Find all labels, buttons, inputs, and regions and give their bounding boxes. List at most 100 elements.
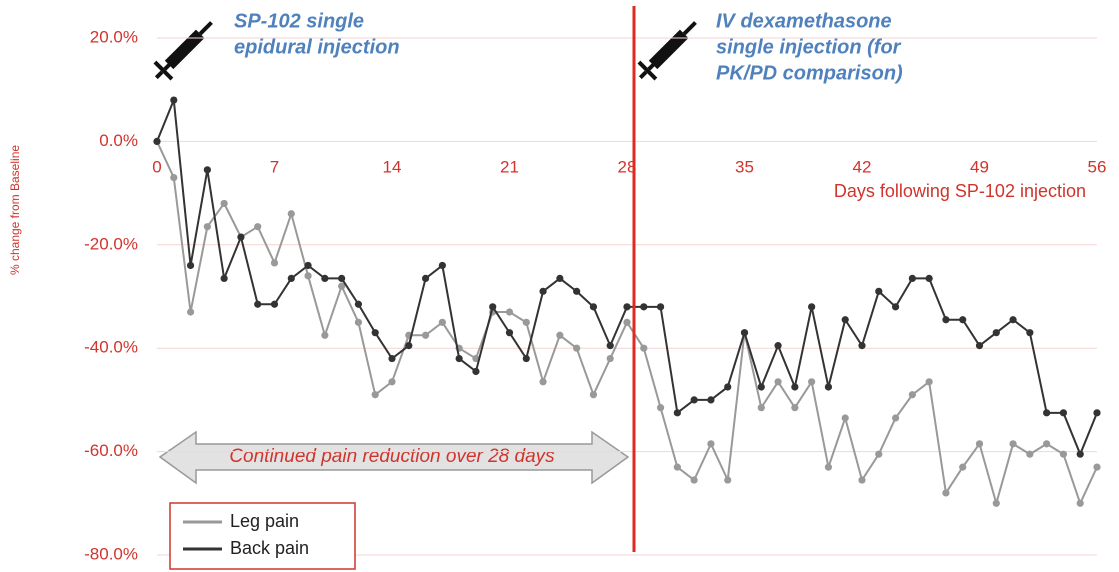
- y-tick-label: -80.0%: [84, 544, 138, 563]
- data-point: [1026, 450, 1034, 458]
- data-point: [489, 303, 497, 311]
- data-point: [908, 391, 916, 399]
- data-point: [505, 329, 514, 337]
- data-point: [170, 96, 178, 104]
- data-point: [808, 378, 816, 386]
- data-point: [992, 329, 1000, 337]
- data-point: [1093, 463, 1101, 471]
- data-point: [707, 440, 715, 448]
- data-point: [925, 274, 933, 283]
- data-point: [472, 354, 480, 363]
- y-tick-label: 0.0%: [99, 131, 138, 150]
- data-point: [1026, 329, 1034, 337]
- data-point: [321, 331, 329, 339]
- data-point: [522, 354, 530, 363]
- data-point: [421, 331, 430, 339]
- data-point: [1076, 499, 1084, 507]
- data-point: [942, 489, 950, 497]
- data-point: [270, 300, 279, 308]
- data-point: [573, 287, 581, 295]
- data-point: [371, 391, 379, 399]
- y-axis-label: % change from Baseline: [8, 145, 22, 275]
- data-point: [1059, 450, 1068, 458]
- data-point: [287, 210, 295, 218]
- data-point: [338, 282, 346, 290]
- data-point: [556, 274, 564, 283]
- x-tick-label: 7: [270, 157, 279, 176]
- data-point: [942, 316, 950, 324]
- data-point: [254, 300, 262, 308]
- data-point: [237, 233, 245, 241]
- syringe-icon: [153, 21, 213, 81]
- data-point: [405, 342, 413, 350]
- plot-area: -80.0% -60.0% -40.0% -20.0% 0.0% 20.0% 0 7 14 21 2…: [84, 27, 1106, 563]
- data-point: [740, 329, 749, 337]
- data-point: [724, 383, 732, 391]
- data-point: [673, 409, 681, 417]
- data-point: [925, 378, 933, 386]
- data-point: [304, 261, 312, 270]
- annotation: PK/PD comparison): [716, 62, 903, 84]
- data-point: [975, 440, 984, 448]
- data-point: [875, 287, 883, 295]
- data-point: [875, 450, 883, 458]
- data-point: [505, 308, 514, 316]
- data-point: [690, 396, 698, 404]
- data-point: [287, 274, 295, 283]
- data-point: [472, 367, 480, 376]
- data-point: [153, 137, 161, 145]
- data-point: [455, 354, 463, 363]
- data-point: [421, 274, 430, 283]
- data-point: [354, 318, 363, 326]
- data-point: [959, 463, 967, 471]
- x-tick-label: 42: [853, 157, 872, 176]
- data-point: [606, 342, 614, 350]
- data-point: [220, 199, 228, 208]
- data-point: [539, 287, 547, 295]
- x-axis-label: Days following SP-102 injection: [834, 181, 1086, 201]
- data-point: [203, 166, 211, 174]
- data-point: [640, 344, 648, 352]
- data-point: [1059, 409, 1068, 417]
- data-point: [1076, 450, 1084, 458]
- arrow-label: Continued pain reduction over 28 days: [229, 446, 555, 467]
- data-point: [891, 414, 900, 422]
- data-point: [388, 354, 396, 363]
- data-point: [808, 303, 816, 311]
- data-point: [270, 259, 279, 267]
- data-point: [573, 344, 581, 352]
- data-point: [858, 476, 866, 484]
- x-tick-label: 56: [1088, 157, 1107, 176]
- data-point: [254, 223, 262, 231]
- data-point: [220, 274, 228, 283]
- y-tick-label: -20.0%: [84, 234, 138, 253]
- annotation: SP-102 single: [234, 10, 364, 32]
- legend: [169, 502, 356, 570]
- y-tick-label: -60.0%: [84, 441, 138, 460]
- data-point: [623, 303, 631, 311]
- x-tick-label: 0: [152, 157, 161, 176]
- data-point: [354, 300, 363, 308]
- data-point: [841, 414, 849, 422]
- x-tick-label: 49: [970, 157, 989, 176]
- double-arrow: [158, 430, 630, 485]
- data-point: [623, 318, 631, 326]
- data-point: [556, 331, 564, 339]
- data-point: [959, 316, 967, 324]
- data-point: [1093, 409, 1101, 417]
- data-point: [606, 354, 614, 363]
- data-point: [338, 274, 346, 283]
- data-point: [858, 342, 866, 350]
- x-tick-label: 14: [383, 157, 402, 176]
- data-point: [824, 383, 833, 391]
- x-tick-label: 35: [735, 157, 754, 176]
- x-tick-label: 28: [618, 157, 637, 176]
- data-point: [656, 404, 665, 412]
- annotation: single injection (for: [716, 36, 902, 58]
- data-point: [724, 476, 732, 484]
- data-point: [304, 272, 312, 280]
- data-point: [640, 303, 648, 311]
- data-point: [1043, 409, 1051, 417]
- data-point: [774, 342, 782, 350]
- data-point: [975, 342, 984, 350]
